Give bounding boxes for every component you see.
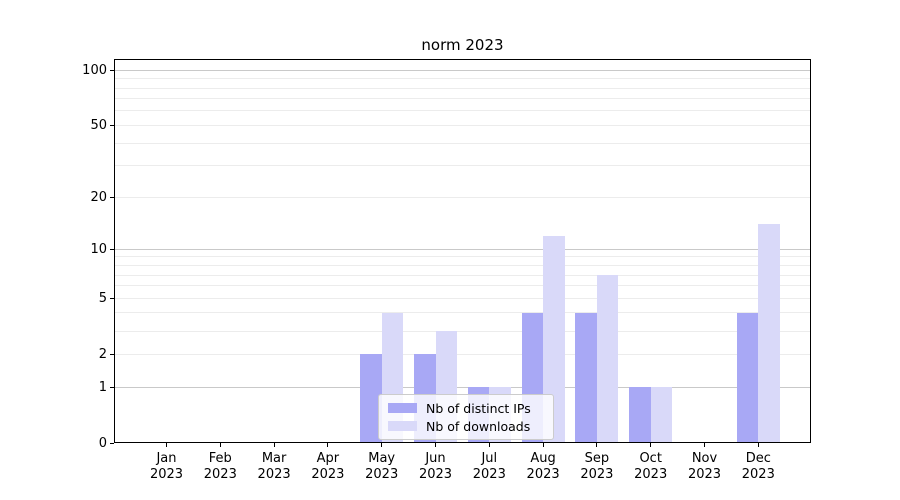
bar-distinct-ips-sep <box>575 312 597 443</box>
x-tick-label: Jun 2023 <box>418 451 453 482</box>
y-gridline-minor <box>114 196 811 198</box>
y-tick-label: 10 <box>90 241 107 257</box>
bar-distinct-ips-may <box>360 354 382 443</box>
y-gridline-minor <box>114 285 811 287</box>
y-gridline-minor <box>114 274 811 276</box>
legend-item-distinct-ips: Nb of distinct IPs <box>388 400 544 416</box>
legend-label-downloads: Nb of downloads <box>426 418 531 434</box>
x-tick-label: Oct 2023 <box>634 451 668 482</box>
y-tick <box>110 196 114 198</box>
x-tick <box>596 443 598 447</box>
bar-downloads-oct <box>650 387 673 443</box>
y-tick <box>110 124 114 126</box>
y-tick <box>110 248 114 250</box>
y-tick <box>110 353 114 355</box>
legend-item-downloads: Nb of downloads <box>388 418 544 434</box>
x-tick-label: Apr 2023 <box>311 451 345 482</box>
y-tick <box>110 69 114 71</box>
bar-distinct-ips-dec <box>736 312 759 443</box>
x-tick <box>166 443 167 447</box>
y-tick <box>110 386 114 388</box>
x-tick-label: Feb 2023 <box>203 451 237 482</box>
y-tick-label: 100 <box>82 62 107 78</box>
x-tick-label: Sep 2023 <box>580 451 614 482</box>
x-tick-label: Jul 2023 <box>472 451 506 482</box>
legend-swatch-distinct-ips-icon <box>388 403 417 413</box>
y-gridline-major <box>114 248 811 250</box>
bar-downloads-aug <box>543 235 565 443</box>
x-tick <box>273 443 275 447</box>
x-tick-label: Jan 2023 <box>149 451 184 482</box>
y-tick-label: 50 <box>90 117 107 133</box>
y-gridline-minor <box>114 142 811 144</box>
y-gridline-major <box>114 386 811 388</box>
y-gridline-minor <box>114 98 811 100</box>
y-gridline-minor <box>114 256 811 258</box>
x-tick <box>219 443 221 447</box>
y-tick-label: 5 <box>98 290 107 306</box>
x-tick <box>757 443 759 447</box>
y-gridline-minor <box>114 110 811 112</box>
y-tick-label: 2 <box>98 346 107 362</box>
legend: Nb of distinct IPs Nb of downloads <box>378 394 554 440</box>
x-tick-label: Aug 2023 <box>526 451 560 482</box>
y-tick-label: 20 <box>90 189 107 205</box>
plot-border <box>114 59 811 443</box>
chart-title: norm 2023 <box>421 36 504 54</box>
y-tick-label: 0 <box>98 435 107 451</box>
y-tick-label: 1 <box>98 379 107 395</box>
x-tick-label: Dec 2023 <box>741 451 775 482</box>
legend-label-distinct-ips: Nb of distinct IPs <box>426 400 531 416</box>
bar-downloads-dec <box>758 224 780 443</box>
y-gridline-minor <box>114 312 811 314</box>
y-gridline-minor <box>114 330 811 332</box>
y-gridline-minor <box>114 297 811 299</box>
x-tick <box>381 443 383 447</box>
x-tick-label: Mar 2023 <box>257 451 291 482</box>
bar-downloads-sep <box>596 275 619 443</box>
y-gridline-minor <box>114 265 811 266</box>
y-gridline-minor <box>114 87 811 89</box>
x-tick-label: May 2023 <box>365 451 399 482</box>
y-tick <box>110 297 114 299</box>
x-tick <box>704 443 705 447</box>
x-tick <box>650 443 652 447</box>
y-gridline-minor <box>114 353 811 355</box>
x-tick <box>327 443 329 447</box>
y-tick <box>110 442 114 444</box>
x-tick <box>542 443 544 447</box>
y-gridline-minor <box>114 165 811 167</box>
x-tick <box>488 443 490 447</box>
y-gridline-minor <box>114 78 811 80</box>
y-gridline-minor <box>114 124 811 126</box>
legend-swatch-downloads-icon <box>388 421 417 431</box>
bar-distinct-ips-oct <box>629 387 651 443</box>
x-tick <box>435 443 436 447</box>
y-gridline-major <box>114 69 811 71</box>
x-tick-label: Nov 2023 <box>687 451 722 482</box>
